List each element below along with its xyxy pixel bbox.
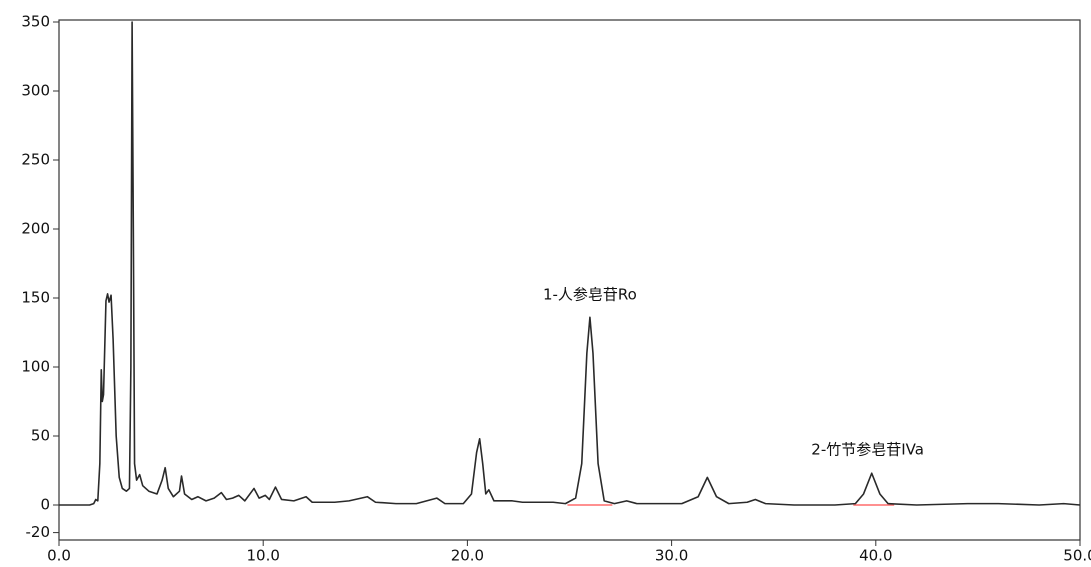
y-tick-label: 350 — [21, 13, 50, 31]
x-tick-label: 50.0 — [1063, 547, 1091, 565]
y-tick-label: 200 — [21, 220, 50, 238]
x-tick-label: 30.0 — [655, 547, 688, 565]
plot-frame — [58, 19, 1081, 541]
x-tick-label: 40.0 — [859, 547, 892, 565]
y-tick-label: 250 — [21, 151, 50, 169]
y-tick-label: 150 — [21, 289, 50, 307]
y-tick-label: 100 — [21, 358, 50, 376]
x-tick-label: 20.0 — [451, 547, 484, 565]
y-tick-label: 50 — [31, 427, 50, 445]
y-tick-label: -20 — [26, 523, 51, 541]
peak-annotation: 1-人参皂苷Ro — [543, 286, 637, 304]
x-tick-label: 10.0 — [246, 547, 279, 565]
chromatogram-line — [59, 21, 1081, 506]
peak-annotation: 2-竹节参皂苷IVa — [811, 440, 924, 458]
x-tick-label: 0.0 — [47, 547, 71, 565]
y-tick-label: 0 — [40, 496, 50, 514]
y-tick-label: 300 — [21, 82, 50, 100]
